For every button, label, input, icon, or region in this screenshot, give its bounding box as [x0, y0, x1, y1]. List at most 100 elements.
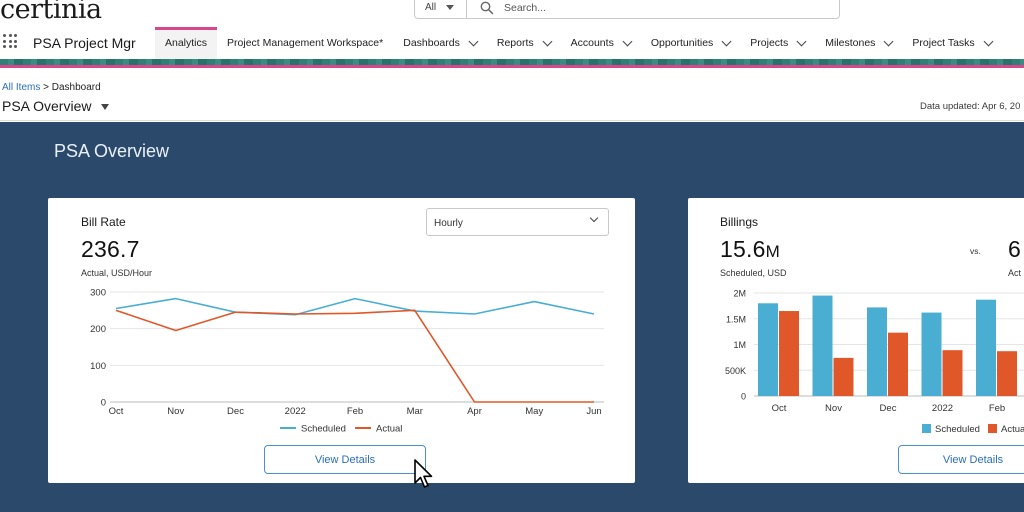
bill-rate-widget: Bill Rate 236.7 Actual, USD/Hour Hourly … [48, 198, 635, 483]
breadcrumb-all-items-link[interactable]: All Items [2, 82, 41, 93]
legend-label: Scheduled [935, 424, 980, 435]
breadcrumb-current: Dashboard [51, 82, 101, 93]
y-tick-label: 0 [101, 398, 106, 409]
widget-title: Bill Rate [81, 215, 126, 229]
mouse-cursor-icon [414, 459, 433, 488]
nav-tab-label: Project Tasks [912, 37, 975, 49]
y-tick-label: 1.5M [726, 314, 746, 324]
x-tick-label: Jun [586, 406, 601, 417]
nav-tab-label: Opportunities [650, 37, 714, 49]
nav-tab-opportunities[interactable]: Opportunities [641, 27, 740, 59]
x-tick-label: Dec [880, 403, 897, 414]
series-line-actual [115, 309, 594, 403]
nav-tab-reports[interactable]: Reports [487, 27, 561, 59]
company-logo[interactable]: certinia [0, 0, 102, 25]
legend-swatch [988, 424, 997, 433]
x-tick-label: Apr [467, 406, 482, 417]
app-nav-bar: PSA Project Mgr Analytics Project Managem… [0, 27, 1024, 59]
bar-actual [779, 311, 799, 396]
search-scope-label: All [425, 2, 437, 13]
app-launcher-icon[interactable] [3, 34, 17, 48]
bar-scheduled [976, 299, 996, 396]
bar-actual [997, 351, 1017, 396]
nav-tab-analytics[interactable]: Analytics [155, 27, 218, 59]
period-select-value: Hourly [434, 218, 463, 229]
x-tick-label: 2022 [932, 403, 953, 414]
metric-subtitle: Actual, USD/Hour [81, 268, 153, 278]
bar-actual [833, 357, 854, 396]
bar-actual [942, 350, 963, 396]
nav-tab-dashboards[interactable]: Dashboards [393, 27, 487, 59]
y-tick-label: 2M [733, 289, 746, 299]
decorative-banner [0, 59, 1024, 68]
nav-tab-label: Accounts [570, 37, 614, 49]
x-tick-label: Nov [167, 406, 184, 417]
dashboard-canvas: PSA Overview Bill Rate 236.7 Actual, USD… [0, 122, 1024, 512]
caret-down-icon [446, 5, 455, 10]
y-tick-label: 300 [90, 288, 106, 299]
data-updated-text: Data updated: Apr 6, 20 [920, 101, 1021, 112]
metric-subtitle: Scheduled, USD [720, 268, 787, 278]
x-tick-label: Oct [772, 403, 787, 414]
view-details-button[interactable]: View Details [264, 445, 426, 474]
nav-tab-label: Project Management Workspace* [227, 37, 384, 49]
metric-unit: M [765, 242, 780, 261]
bar-actual [888, 332, 908, 396]
caret-down-icon [101, 103, 110, 110]
y-tick-label: 200 [90, 324, 106, 335]
app-name: PSA Project Mgr [33, 35, 136, 51]
global-search: All [414, 0, 840, 19]
x-tick-label: Oct [109, 406, 124, 417]
chevron-down-icon[interactable] [796, 36, 807, 46]
bar-scheduled [758, 303, 778, 396]
chevron-down-icon[interactable] [883, 36, 894, 46]
dashboard-title-picker[interactable]: PSA Overview [2, 98, 110, 114]
x-tick-label: 2022 [285, 406, 306, 417]
legend-swatch [922, 424, 931, 433]
y-tick-label: 0 [741, 392, 746, 402]
chevron-down-icon[interactable] [721, 36, 732, 46]
nav-tab-label: Reports [496, 37, 534, 49]
nav-tabs: Analytics Project Management Workspace* Da… [155, 27, 1002, 59]
x-tick-label: Mar [407, 406, 423, 417]
global-header: certinia All [0, 0, 1024, 25]
period-select[interactable]: Hourly [426, 208, 609, 236]
x-tick-label: May [525, 406, 543, 417]
nav-tab-project-management-workspace[interactable]: Project Management Workspace* [217, 27, 393, 59]
nav-tab-label: Milestones [825, 37, 876, 49]
view-details-button[interactable]: View Details [898, 445, 1024, 474]
x-tick-label: Feb [347, 406, 363, 417]
series-line-scheduled [115, 297, 595, 316]
search-input[interactable] [504, 1, 804, 14]
nav-tab-accounts[interactable]: Accounts [561, 27, 641, 59]
chevron-down-icon[interactable] [622, 36, 633, 46]
y-tick-label: 500K [725, 366, 746, 376]
legend-label: Actual [376, 424, 402, 435]
nav-tab-label: Analytics [165, 37, 208, 49]
bar-scheduled [812, 295, 833, 396]
nav-tab-label: Projects [750, 37, 789, 49]
billings-bar-chart: 0500K1M1.5M2MOctNovDec2022FebMarSchedule… [725, 289, 1024, 435]
widget-title: Billings [720, 215, 759, 229]
metric-value: 15.6M [720, 236, 780, 263]
canvas-title: PSA Overview [54, 141, 170, 161]
search-icon [480, 1, 494, 15]
search-scope-select[interactable]: All [415, 0, 467, 18]
nav-tab-milestones[interactable]: Milestones [815, 27, 902, 59]
x-tick-label: Feb [989, 403, 1005, 414]
legend-label: Scheduled [301, 424, 346, 435]
nav-tab-projects[interactable]: Projects [740, 27, 815, 59]
y-tick-label: 1M [733, 340, 746, 350]
metric-value: 236.7 [81, 236, 140, 262]
breadcrumb-separator: > [43, 82, 49, 93]
legend-label: Actua [1001, 424, 1024, 435]
chevron-down-icon[interactable] [468, 36, 479, 46]
breadcrumb: All Items > Dashboard [2, 82, 101, 93]
page-title: PSA Overview [2, 98, 92, 114]
versus-label: vs. [970, 246, 981, 256]
chevron-down-icon[interactable] [542, 36, 553, 46]
chevron-down-icon[interactable] [983, 36, 994, 46]
nav-tab-project-tasks[interactable]: Project Tasks [902, 27, 1001, 59]
x-tick-label: Dec [227, 406, 244, 417]
y-tick-label: 100 [90, 361, 106, 372]
